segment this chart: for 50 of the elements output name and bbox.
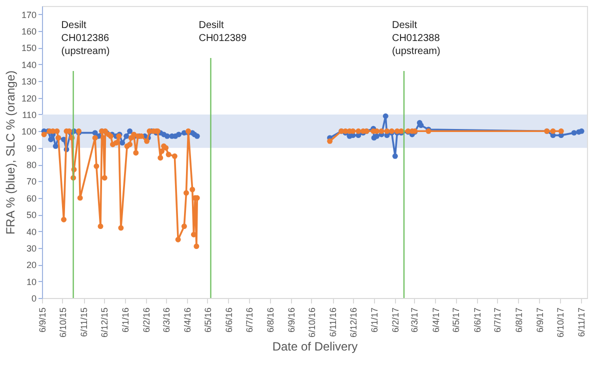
- x-tick-label: 6/10/15: [58, 308, 68, 338]
- y-tick-label: 80: [26, 160, 36, 170]
- y-tick-label: 10: [26, 276, 36, 287]
- x-tick-label: 6/9/16: [286, 308, 297, 333]
- y-tick-label: 50: [26, 210, 36, 220]
- x-tick-label: 6/12/16: [348, 308, 358, 338]
- y-tick-label: 110: [22, 110, 36, 120]
- y-tick-label: 160: [21, 26, 36, 37]
- y-tick-label: 20: [26, 260, 36, 270]
- y-tick-label: 0: [31, 294, 36, 304]
- ref-line-label: Desilt CH012388 (upstream): [392, 20, 440, 57]
- x-tick-label: 6/10/16: [306, 308, 317, 338]
- y-tick-label: 70: [26, 176, 36, 187]
- y-tick-label: 40: [26, 226, 36, 237]
- x-tick-label: 6/2/17: [390, 308, 401, 333]
- x-tick-label: 6/11/17: [576, 308, 586, 337]
- x-tick-label: 6/8/16: [265, 308, 276, 333]
- x-tick-label: 6/1/16: [120, 308, 131, 333]
- y-tick-label: 120: [21, 93, 36, 104]
- x-tick-label: 6/5/17: [451, 308, 462, 333]
- y-tick-label: 100: [21, 126, 36, 137]
- ref-line-label: Desilt CH012386 (upstream): [61, 20, 110, 57]
- y-axis-title: FRA % (blue), SLC % (orange): [3, 70, 18, 235]
- x-tick-label: 6/10/17: [555, 308, 566, 338]
- y-tick-label: 150: [21, 43, 36, 54]
- x-tick-label: 6/9/17: [534, 308, 545, 333]
- x-tick-label: 6/7/17: [492, 308, 503, 333]
- y-tick-label: 140: [21, 60, 36, 70]
- x-tick-label: 6/11/15: [79, 308, 90, 337]
- x-tick-label: 6/4/16: [182, 308, 192, 333]
- ref-line-label: Desilt CH012389: [198, 20, 247, 44]
- x-tick-label: 6/6/17: [472, 308, 482, 333]
- x-tick-label: 6/8/17: [514, 308, 524, 333]
- y-tick-label: 30: [26, 243, 36, 254]
- x-tick-label: 6/3/17: [410, 308, 420, 333]
- y-tick-label: 90: [26, 143, 36, 154]
- x-axis-title: Date of Delivery: [272, 340, 358, 354]
- y-tick-label: 60: [26, 193, 36, 204]
- x-tick-label: 6/4/17: [430, 308, 441, 333]
- x-tick-label: 6/11/16: [328, 308, 338, 337]
- y-tick-label: 130: [21, 76, 36, 87]
- x-tick-label: 6/1/17: [370, 308, 380, 333]
- x-tick-label: 6/2/16: [142, 308, 152, 333]
- y-tick-label: 170: [21, 10, 36, 20]
- x-tick-label: 6/3/16: [161, 308, 172, 333]
- x-tick-label: 6/12/15: [99, 308, 110, 338]
- x-tick-label: 6/6/16: [224, 308, 234, 333]
- x-tick-label: 6/5/16: [202, 308, 213, 333]
- x-tick-label: 6/7/16: [244, 308, 254, 333]
- x-tick-label: 6/9/15: [38, 308, 48, 333]
